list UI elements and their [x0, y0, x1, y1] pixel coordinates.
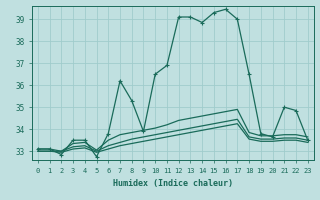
- X-axis label: Humidex (Indice chaleur): Humidex (Indice chaleur): [113, 179, 233, 188]
